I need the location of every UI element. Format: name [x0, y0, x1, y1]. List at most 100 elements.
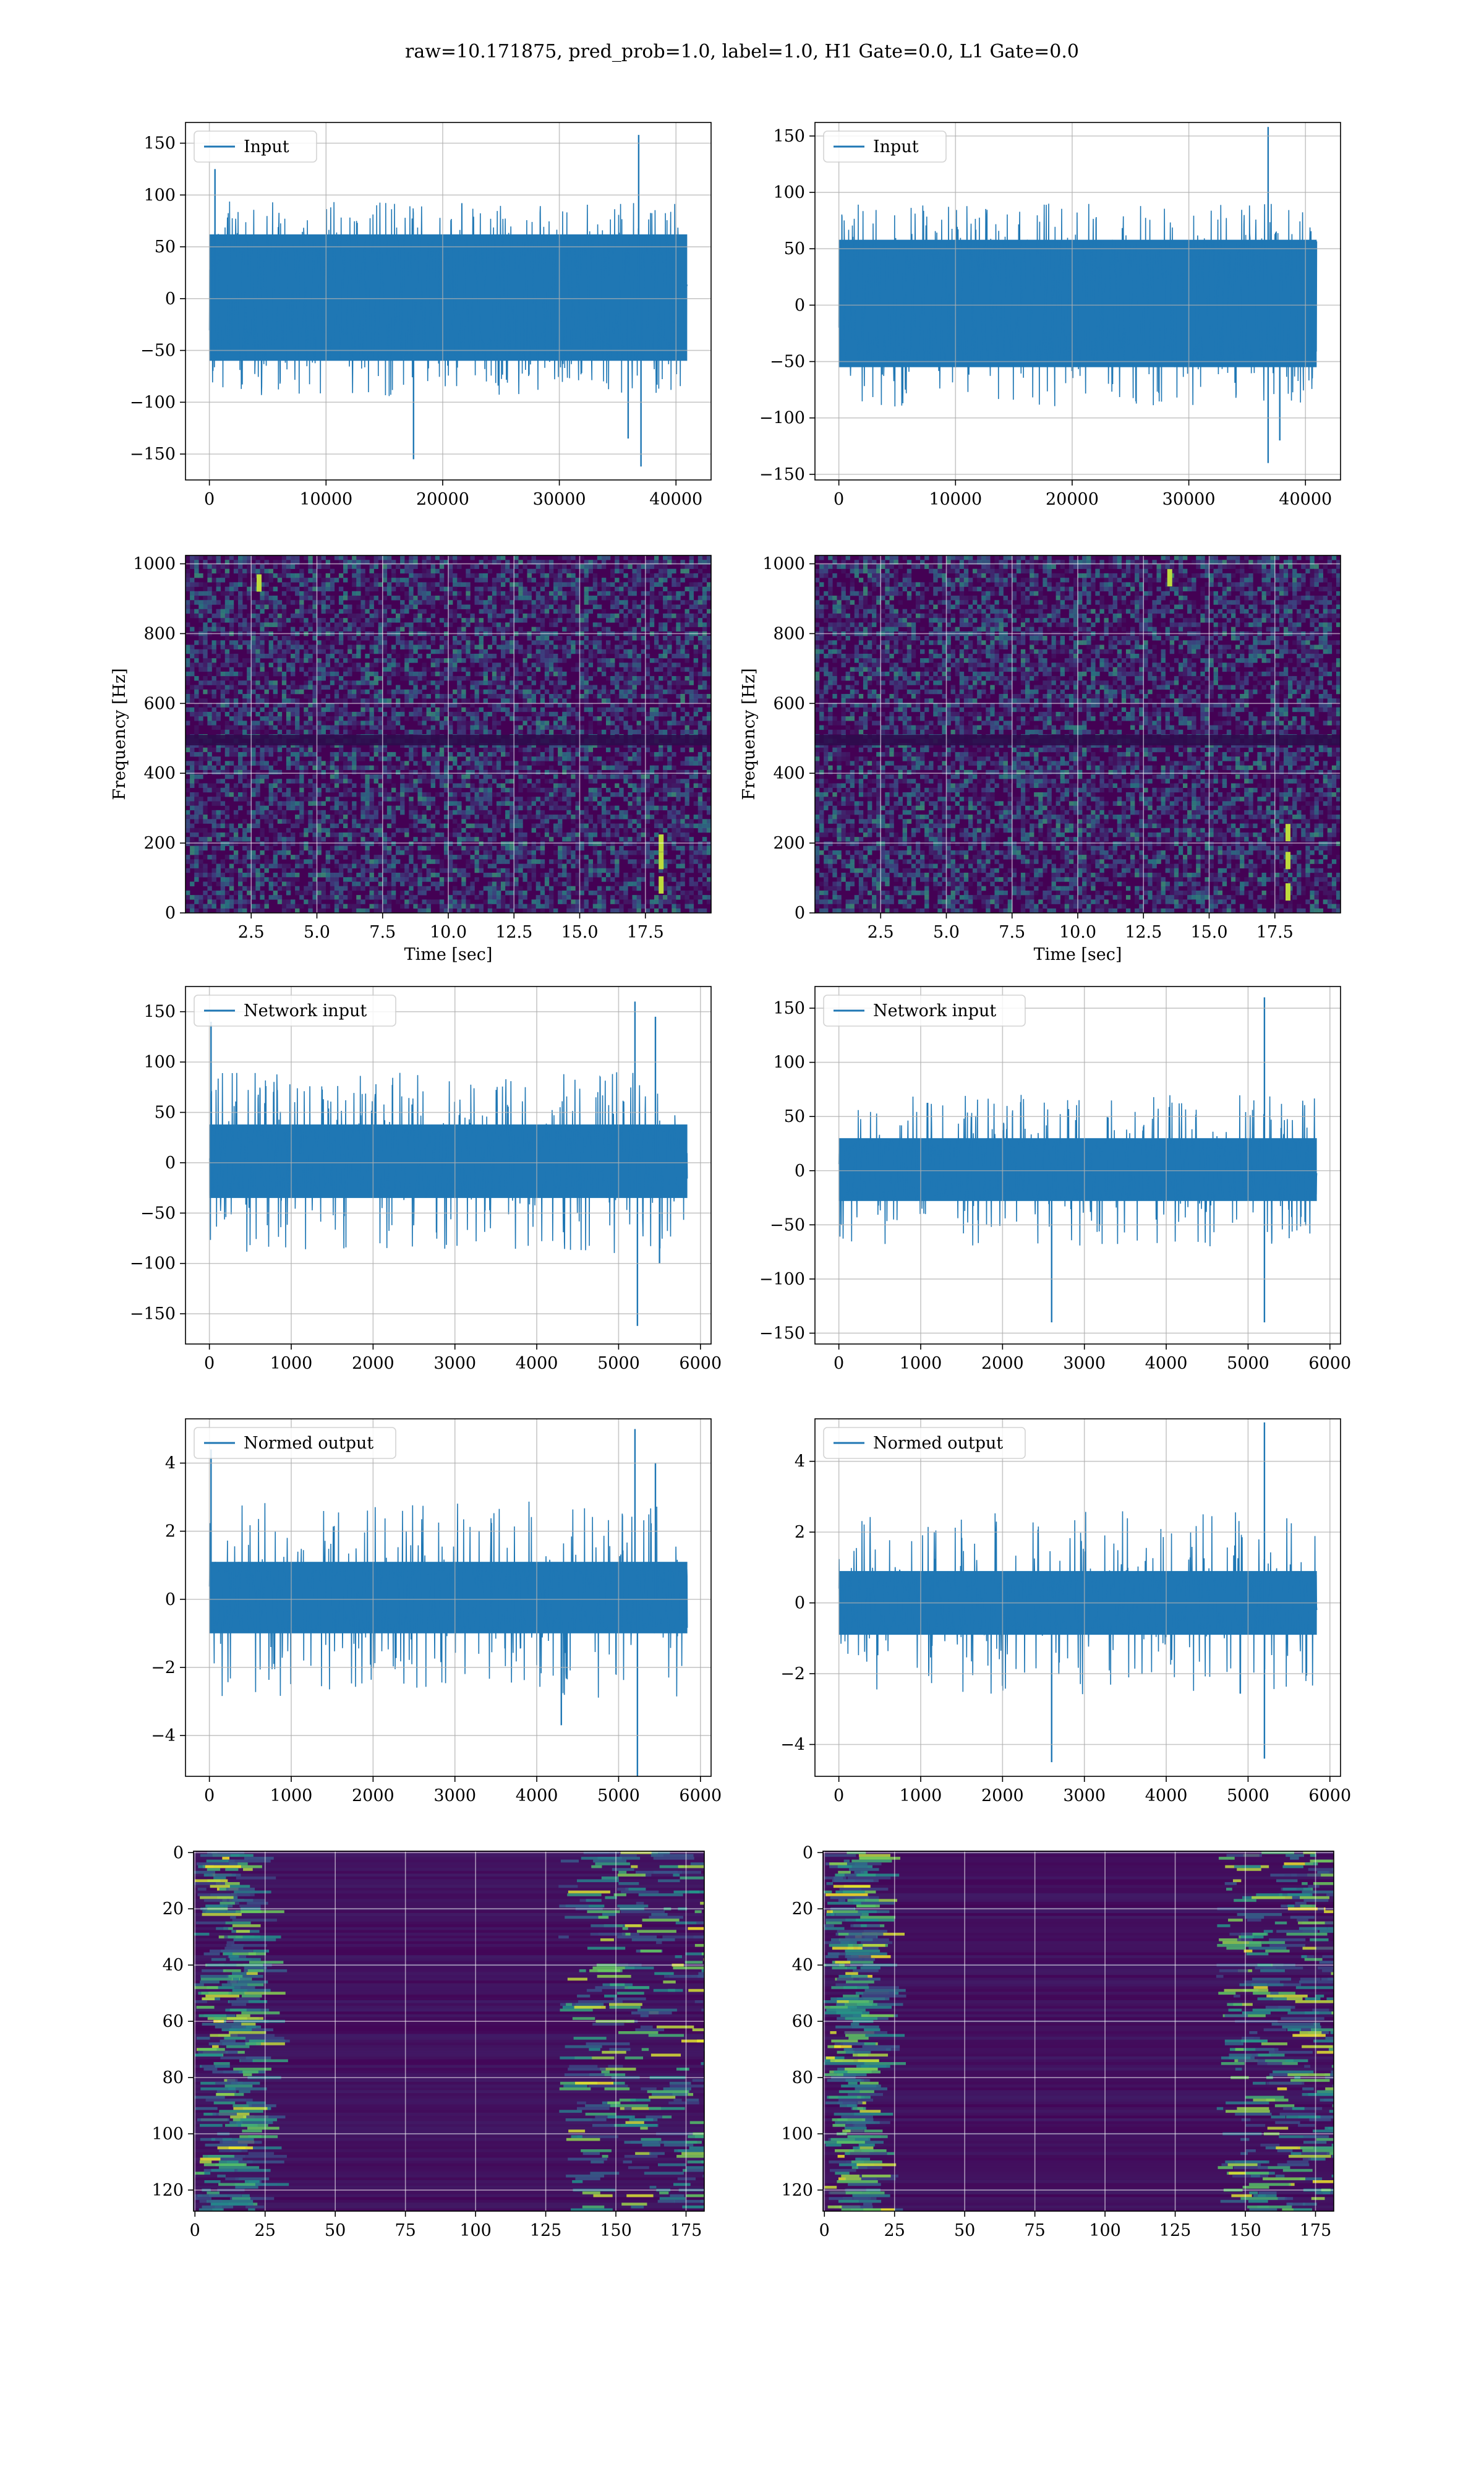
axes-frame: [814, 555, 1341, 914]
plot-area: [815, 555, 1341, 913]
x-tick-label: 17.5: [1256, 923, 1294, 942]
x-tick-label: 2.5: [868, 923, 894, 942]
x-tick-label: 30000: [1162, 490, 1216, 509]
x-tick-label: 30000: [533, 490, 586, 509]
x-tick-label: 0: [834, 1786, 844, 1805]
x-tick-label: 12.5: [1125, 923, 1162, 942]
legend-box: [194, 1427, 396, 1459]
y-tick-label: 150: [773, 999, 805, 1018]
x-tick-label: 20000: [1046, 490, 1099, 509]
plot-area: [815, 1419, 1341, 1776]
x-tick-label: 7.5: [999, 923, 1025, 942]
x-tick-label: 6000: [679, 1786, 722, 1805]
x-tick-label: 5.0: [933, 923, 960, 942]
plot-area: [823, 1851, 1334, 2211]
legend-label: Network input: [244, 1001, 367, 1021]
legend-label: Network input: [873, 1001, 996, 1021]
chart-features-l1: 0 25 50 75 100 125 150 175 0 20 40 60 80 100 120: [781, 1843, 1334, 2240]
plot-area: [186, 555, 711, 913]
plot-area: [815, 122, 1341, 480]
y-tick-label: 150: [773, 127, 805, 146]
y-tick-label: 400: [143, 764, 176, 783]
x-tick-label: 1000: [270, 1354, 313, 1373]
x-tick-label: 5000: [1227, 1786, 1269, 1805]
plot-area: [815, 987, 1341, 1344]
x-tick-label: 6000: [1308, 1786, 1351, 1805]
y-tick-label: 2: [165, 1522, 176, 1541]
x-tick-label: 0: [834, 1354, 844, 1373]
y-tick-label: 120: [781, 2181, 813, 2200]
x-axis-label: Time [sec]: [1034, 945, 1122, 964]
x-tick-label: 0: [819, 2221, 830, 2240]
y-tick-label: −50: [140, 1204, 176, 1223]
x-tick-label: 3000: [1063, 1786, 1106, 1805]
x-tick-label: 150: [1229, 2221, 1261, 2240]
x-tick-label: 0: [834, 490, 844, 509]
x-tick-label: 5000: [597, 1354, 640, 1373]
x-tick-label: 4000: [1145, 1354, 1188, 1373]
y-tick-label: −100: [130, 1254, 176, 1273]
x-tick-label: 3000: [433, 1354, 476, 1373]
y-tick-label: 50: [784, 1107, 805, 1126]
y-tick-label: 100: [143, 1053, 176, 1072]
x-tick-label: 75: [394, 2221, 416, 2240]
y-tick-label: 0: [803, 1843, 813, 1862]
y-tick-label: 4: [795, 1452, 805, 1471]
y-tick-label: 400: [773, 764, 805, 783]
y-tick-label: 60: [792, 2012, 813, 2031]
y-tick-label: 600: [143, 694, 176, 713]
x-tick-label: 75: [1024, 2221, 1045, 2240]
series-line: [208, 1501, 688, 1698]
y-tick-label: 0: [165, 904, 176, 923]
legend-label: Input: [873, 137, 919, 156]
y-tick-label: 100: [773, 183, 805, 202]
x-tick-label: 6000: [679, 1354, 722, 1373]
x-tick-label: 15.0: [1190, 923, 1227, 942]
y-tick-label: −100: [759, 1270, 805, 1289]
y-tick-label: 0: [795, 904, 805, 923]
y-tick-label: 60: [163, 2012, 184, 2031]
axes-frame: [185, 122, 712, 481]
heatmap-cells: [186, 555, 711, 913]
x-tick-label: 50: [325, 2221, 346, 2240]
legend-box: [194, 131, 317, 163]
legend-label: Normed output: [244, 1434, 373, 1453]
axes-frame: [814, 122, 1341, 481]
series-line: [208, 1072, 688, 1253]
y-tick-label: 120: [151, 2181, 184, 2200]
x-tick-label: 10000: [929, 490, 982, 509]
chart-input-l1: 0 10000 20000 30000 40000 −150 −100 −50 0 50 100 15…: [759, 122, 1341, 509]
y-axis-label: Frequency [Hz]: [110, 668, 129, 800]
hot-spot: [1286, 852, 1290, 870]
heatmap-cells: [823, 1851, 1334, 2211]
chart-normed-output-l1: 0 1000 2000 3000 4000 5000 6000 −4 −2 0 2 4 Normed o…: [780, 1418, 1351, 1805]
legend-label: Input: [244, 137, 289, 156]
y-axis-label: Frequency [Hz]: [740, 668, 759, 800]
y-tick-label: 100: [151, 2125, 184, 2144]
legend: Input: [194, 131, 317, 163]
x-tick-label: 125: [530, 2221, 562, 2240]
y-tick-label: 4: [165, 1454, 176, 1473]
x-tick-label: 12.5: [495, 923, 532, 942]
y-tick-label: −150: [759, 1324, 805, 1343]
x-tick-label: 3000: [1063, 1354, 1106, 1373]
x-tick-label: 4000: [516, 1786, 558, 1805]
x-tick-label: 2000: [352, 1786, 394, 1805]
x-tick-label: 15.0: [561, 923, 598, 942]
hot-spot: [659, 852, 664, 870]
chart-input-h1: 0 10000 20000 30000 40000 −150 −100 −50 0 50 100 15…: [130, 122, 712, 509]
x-tick-label: 1000: [270, 1786, 313, 1805]
y-tick-label: 50: [155, 238, 176, 257]
x-tick-label: 4000: [1145, 1786, 1188, 1805]
y-tick-label: 0: [165, 289, 176, 309]
x-tick-label: 100: [1089, 2221, 1121, 2240]
y-tick-label: 80: [792, 2068, 813, 2087]
axes-frame: [185, 986, 712, 1345]
series-line: [838, 1095, 1318, 1247]
y-tick-label: −50: [770, 1215, 805, 1235]
x-tick-label: 20000: [416, 490, 469, 509]
y-tick-label: 100: [781, 2125, 813, 2144]
y-tick-label: −2: [151, 1658, 176, 1677]
legend: Normed output: [194, 1427, 396, 1459]
